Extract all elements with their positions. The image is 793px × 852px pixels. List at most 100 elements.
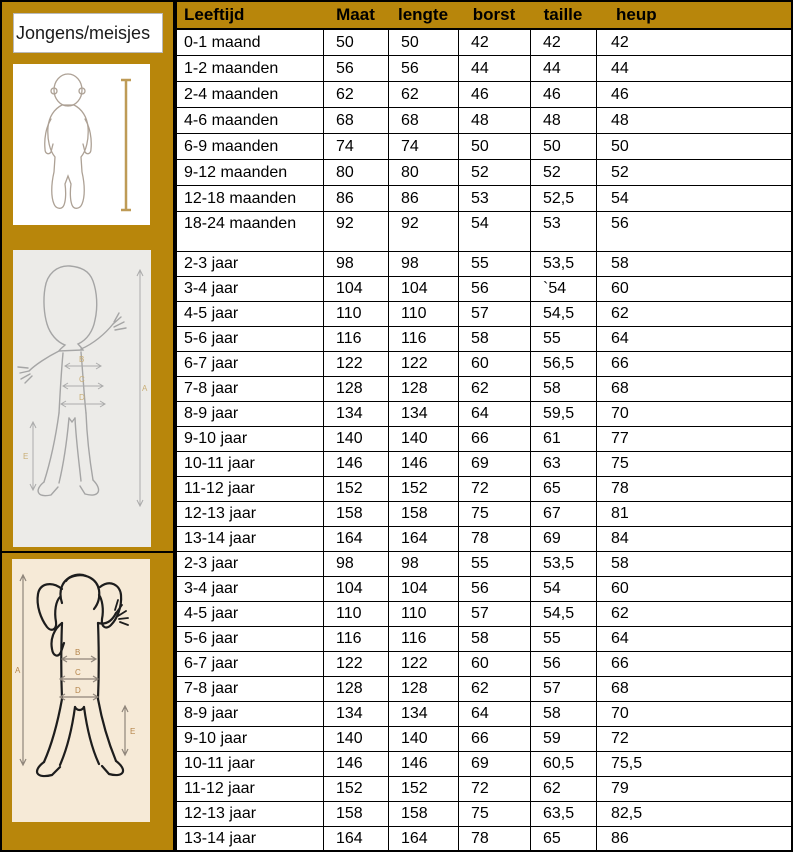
girl-measure-label-a: A — [15, 666, 21, 675]
gender-label-box: Jongens/meisjes — [13, 13, 163, 53]
measurement-cell: 52 — [530, 160, 596, 185]
measurement-cell: 84 — [596, 527, 791, 551]
measurement-cell: 64 — [458, 702, 530, 726]
measurement-cell: 146 — [388, 752, 458, 776]
measurement-cell: 69 — [458, 752, 530, 776]
measurement-cell: 57 — [458, 602, 530, 626]
measurement-cell: 152 — [323, 477, 388, 501]
measurement-cell: 56 — [388, 56, 458, 81]
table-row: 8-9 jaar 134 134 64 59,5 70 — [177, 402, 791, 427]
table-row: 7-8 jaar 128 128 62 57 68 — [177, 677, 791, 702]
measurement-cell: 75 — [458, 502, 530, 526]
measurement-cell: 55 — [458, 252, 530, 276]
age-cell: 6-7 jaar — [184, 355, 239, 372]
sidebar: Jongens/meisjes — [0, 0, 175, 852]
measurement-cell: 104 — [323, 277, 388, 301]
sidebar-top-cell: Jongens/meisjes — [0, 0, 175, 553]
measurement-cell: 62 — [388, 82, 458, 107]
measurement-cell: 77 — [596, 427, 791, 451]
measurement-cell: 42 — [458, 30, 530, 55]
measurement-cell: 152 — [388, 477, 458, 501]
measurement-cell: 60 — [596, 277, 791, 301]
measurement-cell: 116 — [388, 627, 458, 651]
age-cell: 9-10 jaar — [184, 430, 248, 447]
age-cell: 6-9 maanden — [184, 137, 279, 155]
header-lengte: lengte — [397, 5, 449, 24]
age-cell: 10-11 jaar — [184, 755, 255, 772]
measurement-cell: 58 — [596, 252, 791, 276]
header-heup: heup — [616, 5, 657, 24]
boy-figure-illustration: A B C D E — [17, 265, 148, 508]
measurement-cell: 104 — [388, 577, 458, 601]
age-cell: 1-2 maanden — [184, 59, 279, 77]
measurement-cell: 110 — [388, 302, 458, 326]
measurement-cell: 128 — [388, 377, 458, 401]
measurement-cell: 50 — [596, 134, 791, 159]
measurement-cell: 62 — [458, 377, 530, 401]
measurement-cell: 82,5 — [596, 802, 791, 826]
measurement-cell: 75,5 — [596, 752, 791, 776]
measurement-cell: 48 — [530, 108, 596, 133]
girl-right-foot — [100, 759, 125, 777]
measurement-cell: 57 — [458, 302, 530, 326]
table-row: 1-2 maanden 56 56 44 44 44 — [177, 56, 791, 82]
measurement-cell: 128 — [388, 677, 458, 701]
table-body: 0-1 maand 50 50 42 42 42 1-2 maanden 56 56 44 44 44… — [177, 30, 791, 850]
measurement-cell: 128 — [323, 677, 388, 701]
age-cell: 0-1 maand — [184, 33, 261, 51]
size-table: Leeftijd Maat lengte borst taille heup 0… — [175, 0, 793, 852]
measurement-cell: 56,5 — [530, 352, 596, 376]
age-cell: 4-5 jaar — [184, 605, 239, 622]
age-cell: 7-8 jaar — [184, 680, 239, 697]
measurement-cell: 56 — [596, 212, 791, 251]
baby-head — [53, 73, 83, 107]
table-row: 0-1 maand 50 50 42 42 42 — [177, 30, 791, 56]
measurement-cell: 122 — [388, 652, 458, 676]
measurement-cell: 104 — [388, 277, 458, 301]
measurement-cell: 116 — [323, 327, 388, 351]
measurement-cell: 122 — [323, 652, 388, 676]
table-row: 4-5 jaar 110 110 57 54,5 62 — [177, 302, 791, 327]
boy-right-arm — [80, 323, 114, 350]
table-row: 8-9 jaar 134 134 64 58 70 — [177, 702, 791, 727]
measurement-cell: 52,5 — [530, 186, 596, 211]
age-cell: 8-9 jaar — [184, 705, 239, 722]
table-row: 10-11 jaar 146 146 69 60,5 75,5 — [177, 752, 791, 777]
measurement-cell: 65 — [530, 827, 596, 850]
measurement-cell: 158 — [388, 802, 458, 826]
measurement-cell: 55 — [530, 627, 596, 651]
measurement-cell: 62 — [596, 602, 791, 626]
measurement-cell: 60,5 — [530, 752, 596, 776]
measurement-cell: 58 — [530, 702, 596, 726]
measurement-cell: 44 — [596, 56, 791, 81]
measurement-cell: 110 — [323, 302, 388, 326]
measurement-cell: 62 — [596, 302, 791, 326]
age-cell: 2-4 maanden — [184, 85, 279, 103]
measurement-cell: 60 — [596, 577, 791, 601]
boy-measure-arrows — [29, 268, 144, 508]
table-row: 6-7 jaar 122 122 60 56,5 66 — [177, 352, 791, 377]
measurement-cell: 158 — [388, 502, 458, 526]
measurement-cell: 56 — [458, 577, 530, 601]
measurement-cell: 62 — [530, 777, 596, 801]
boy-measure-label-a: A — [142, 384, 148, 393]
measurement-cell: 68 — [323, 108, 388, 133]
boy-right-leg — [74, 412, 94, 482]
girl-measure-arrows — [19, 573, 129, 767]
measurement-cell: 68 — [596, 677, 791, 701]
measurement-cell: 59,5 — [530, 402, 596, 426]
table-row: 11-12 jaar 152 152 72 62 79 — [177, 777, 791, 802]
age-cell: 3-4 jaar — [184, 280, 239, 297]
age-cell: 6-7 jaar — [184, 655, 239, 672]
measurement-cell: 66 — [596, 652, 791, 676]
measurement-cell: 72 — [458, 477, 530, 501]
measurement-cell: 140 — [388, 727, 458, 751]
table-row: 5-6 jaar 116 116 58 55 64 — [177, 627, 791, 652]
measurement-cell: 164 — [323, 827, 388, 850]
age-cell: 11-12 jaar — [184, 780, 255, 797]
measurement-cell: 86 — [388, 186, 458, 211]
age-cell: 13-14 jaar — [184, 530, 257, 547]
measurement-cell: 53,5 — [530, 252, 596, 276]
table-row: 18-24 maanden 92 92 54 53 56 — [177, 212, 791, 252]
measurement-cell: 164 — [388, 527, 458, 551]
